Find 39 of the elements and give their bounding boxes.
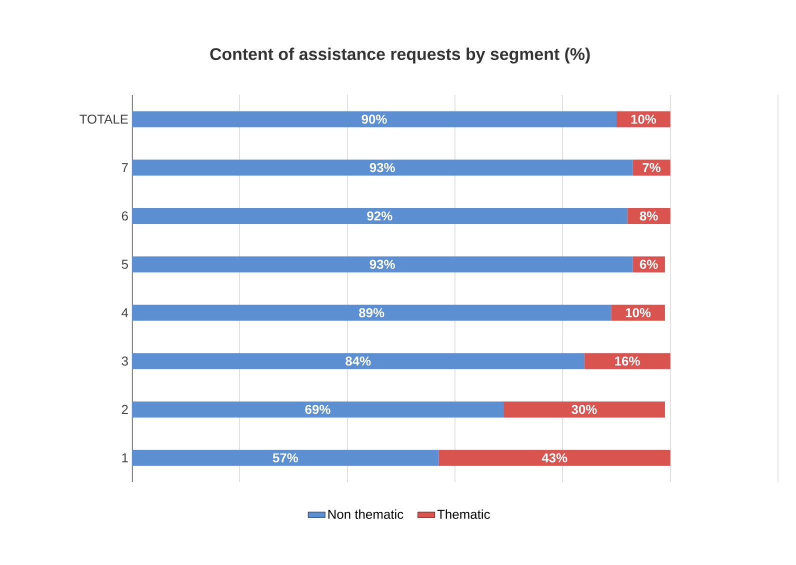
y-tick-label: 1 [122, 453, 128, 462]
y-tick-label: 4 [122, 308, 128, 318]
legend-label: Thematic [437, 509, 490, 519]
bar [132, 450, 439, 466]
data-label: 57% [272, 453, 298, 462]
bar [132, 111, 617, 128]
y-tick-label: 2 [122, 404, 128, 414]
chart-title: Content of assistance requests by segment (%) [210, 48, 590, 64]
bar [584, 353, 670, 370]
data-label: 43% [542, 453, 568, 462]
data-label: 93% [370, 260, 395, 269]
bar [438, 450, 670, 466]
data-label: 89% [359, 308, 384, 318]
y-tick-label: 3 [122, 356, 128, 366]
bar [132, 401, 504, 418]
data-label: 84% [346, 356, 371, 366]
data-label: 8% [640, 211, 658, 221]
bar [132, 256, 633, 272]
data-label: 69% [305, 404, 330, 414]
bar [132, 304, 612, 321]
bar [132, 208, 628, 224]
data-label: 93% [370, 162, 395, 172]
legend-label: Non thematic [328, 509, 404, 519]
bar [632, 160, 670, 176]
data-label: 10% [631, 114, 656, 124]
y-tick-label: 5 [122, 260, 128, 269]
data-label: 90% [362, 114, 387, 124]
data-label: 16% [615, 356, 640, 366]
bar [132, 353, 584, 370]
bar [503, 401, 665, 418]
bar [132, 160, 633, 176]
data-label: 6% [640, 260, 658, 269]
data-label: 92% [367, 211, 392, 221]
data-label: 30% [572, 404, 597, 414]
data-label: 7% [642, 163, 661, 172]
y-tick-label: 7 [122, 163, 128, 172]
y-tick-label: 6 [122, 211, 128, 221]
y-tick-label: TOTALE [80, 114, 128, 124]
data-label: 10% [626, 308, 651, 318]
